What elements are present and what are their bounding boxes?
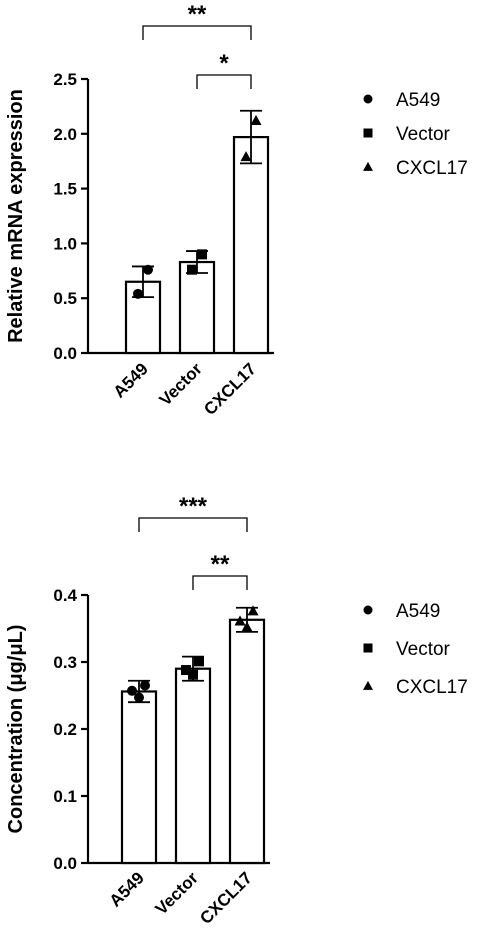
data-point [127,685,137,696]
data-point [194,656,204,667]
legend-label: A549 [396,90,440,111]
y-axis-label: Concentration (μg/μL) [5,625,27,834]
data-point [140,680,150,691]
significance-bracket [196,74,252,89]
x-tick-label: CXCL17 [200,359,260,419]
legend-marker [363,161,373,171]
data-point [240,151,252,162]
data-point [247,605,259,616]
legend-marker [363,643,373,653]
bar-a549 [120,690,158,865]
y-tick-label: 0.0 [53,344,77,363]
y-tick-label: 0.0 [53,854,77,873]
y-tick-label: 0.5 [53,289,77,308]
y-tick-label: 2.0 [53,125,77,144]
y-axis-label: Relative mRNA expression [5,89,27,343]
y-tick-label: 1.5 [53,180,77,199]
data-point [143,264,153,275]
data-point [134,692,144,703]
legend-label: Vector [396,639,451,660]
bar-vector [178,260,216,355]
legend-marker [363,128,373,138]
data-point [197,249,207,260]
x-tick-label: CXCL17 [196,868,256,928]
significance-label: *** [179,493,208,520]
y-tick-label: 1.0 [53,234,77,253]
legend-label: A549 [396,601,440,622]
data-point [234,615,246,626]
data-point [187,264,197,275]
data-point [188,669,198,680]
data-point [181,665,191,676]
x-tick-label: A549 [106,868,148,910]
bar-cxcl17 [232,135,270,355]
x-tick-label: Vector [156,359,206,409]
legend-marker [363,94,373,104]
y-tick-label: 0.1 [53,787,77,806]
legend-label: CXCL17 [396,677,468,698]
y-tick-label: 0.4 [53,586,77,605]
x-tick-label: A549 [110,359,152,401]
x-tick-label: Vector [152,868,202,918]
significance-bracket [142,25,252,40]
legend-label: Vector [396,124,451,145]
bar-cxcl17 [228,618,266,865]
data-point [133,288,143,299]
bar-vector [174,667,212,865]
y-tick-label: 0.3 [53,653,77,672]
significance-label: ** [188,1,207,28]
chart-1: Relative mRNA expression 0.0 0.5 1.0 1.5 2.0 2… [5,1,468,419]
legend-marker [363,680,373,690]
legend-label: CXCL17 [396,158,468,179]
legend-marker [363,605,373,615]
chart-2: Concentration (μg/μL) 0.0 0.1 0.2 0.3 0.4 A549… [5,493,468,928]
significance-label: * [219,50,229,77]
significance-label: ** [211,551,230,578]
significance-bracket [138,517,248,532]
y-tick-label: 2.5 [53,70,77,89]
data-point [241,621,253,632]
significance-bracket [192,575,248,590]
y-tick-label: 0.2 [53,720,77,739]
data-point [250,114,262,125]
